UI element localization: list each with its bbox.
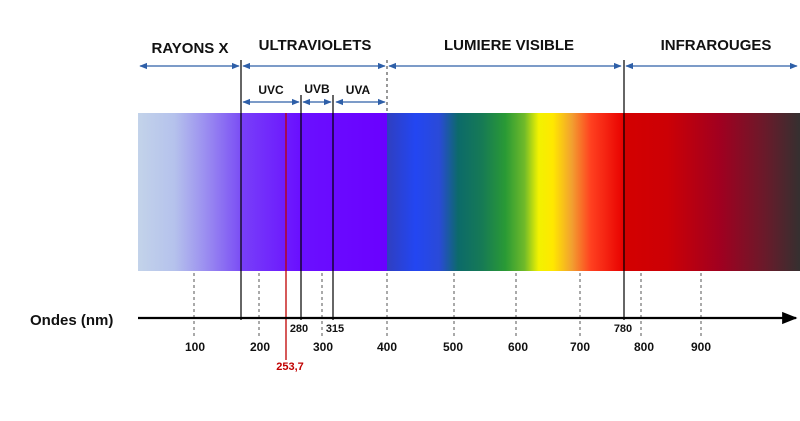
subband-label-uvb: UVB	[304, 82, 330, 96]
tick-guides	[193, 273, 702, 336]
xray-band	[138, 113, 242, 271]
axis-title: Ondes (nm)	[30, 312, 113, 329]
boundary-label-280: 280	[290, 323, 308, 335]
tick-label-100: 100	[185, 340, 205, 354]
tick-label-800: 800	[634, 340, 654, 354]
tick-label-300: 300	[313, 340, 333, 354]
uv-band	[241, 113, 388, 271]
region-arrows	[139, 62, 798, 106]
tick-label-700: 700	[570, 340, 590, 354]
spectrum-band	[138, 113, 800, 271]
tick-label-600: 600	[508, 340, 528, 354]
mercury-line-label: 253,7	[276, 361, 304, 373]
boundary-label-780: 780	[614, 323, 632, 335]
boundary-label-315: 315	[326, 323, 344, 335]
boundary-lines	[240, 60, 625, 320]
tick-label-900: 900	[691, 340, 711, 354]
tick-label-500: 500	[443, 340, 463, 354]
tick-label-400: 400	[377, 340, 397, 354]
region-label-infrared: INFRAROUGES	[661, 37, 772, 54]
region-label-xray: RAYONS X	[152, 40, 229, 57]
infrared-band	[623, 113, 800, 271]
subband-label-uva: UVA	[346, 83, 371, 97]
tick-labels: 100 200 300 400 500 600 700 800 900	[185, 340, 711, 354]
tick-label-200: 200	[250, 340, 270, 354]
visible-band	[387, 113, 624, 271]
region-label-uv: ULTRAVIOLETS	[259, 37, 372, 54]
region-label-visible: LUMIERE VISIBLE	[444, 37, 574, 54]
subband-label-uvc: UVC	[258, 83, 284, 97]
